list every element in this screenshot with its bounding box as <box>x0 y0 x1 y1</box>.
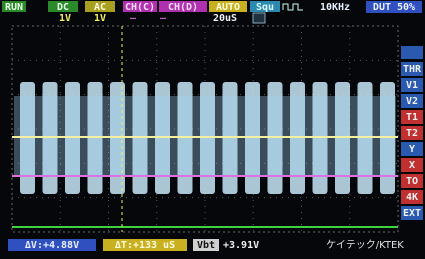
brand: ケイテック/KTEK <box>326 239 404 251</box>
run-label: RUN <box>5 2 23 13</box>
volts-a: 1V <box>59 13 71 24</box>
menu-label: 4K <box>406 192 418 203</box>
menu-label: TO <box>406 176 418 187</box>
delta-t: ΔT:+133 uS <box>115 240 175 251</box>
menu-label: T1 <box>406 112 418 123</box>
channel-d: CH(D) <box>168 2 198 13</box>
menu-top <box>401 46 423 59</box>
vbt-value: +3.91V <box>223 240 259 251</box>
menu-label: V1 <box>406 80 418 91</box>
trigger-icon <box>253 13 265 23</box>
trigger-mode: AUTO <box>216 2 240 13</box>
menu-label: THR <box>403 64 422 75</box>
coupling-a: DC <box>57 2 69 13</box>
frequency: 10KHz <box>320 2 350 13</box>
vbt-label: Vbt <box>197 240 215 251</box>
wave-type: Squ <box>256 2 274 13</box>
volts-b: 1V <box>94 13 106 24</box>
duty: DUT 50% <box>373 2 415 13</box>
channel-c: CH(C) <box>125 2 155 13</box>
oscilloscope-screen: RUN DC AC CH(C) CH(D) AUTO Squ 10KHz DUT… <box>0 0 425 255</box>
dash-d: — <box>160 13 167 24</box>
menu-label: X <box>409 160 415 171</box>
coupling-b: AC <box>94 2 106 13</box>
menu-label: T2 <box>406 128 418 139</box>
delta-v: ΔV:+4.88V <box>25 240 79 251</box>
menu-label: EXT <box>403 208 421 219</box>
timebase: 20uS <box>213 13 237 24</box>
dash-c: — <box>130 13 137 24</box>
menu-label: V2 <box>406 96 418 107</box>
side-menu: THR V1 V2 T1 T2 YX TO 4K EXT <box>401 46 423 220</box>
menu-label: Y <box>409 144 415 155</box>
